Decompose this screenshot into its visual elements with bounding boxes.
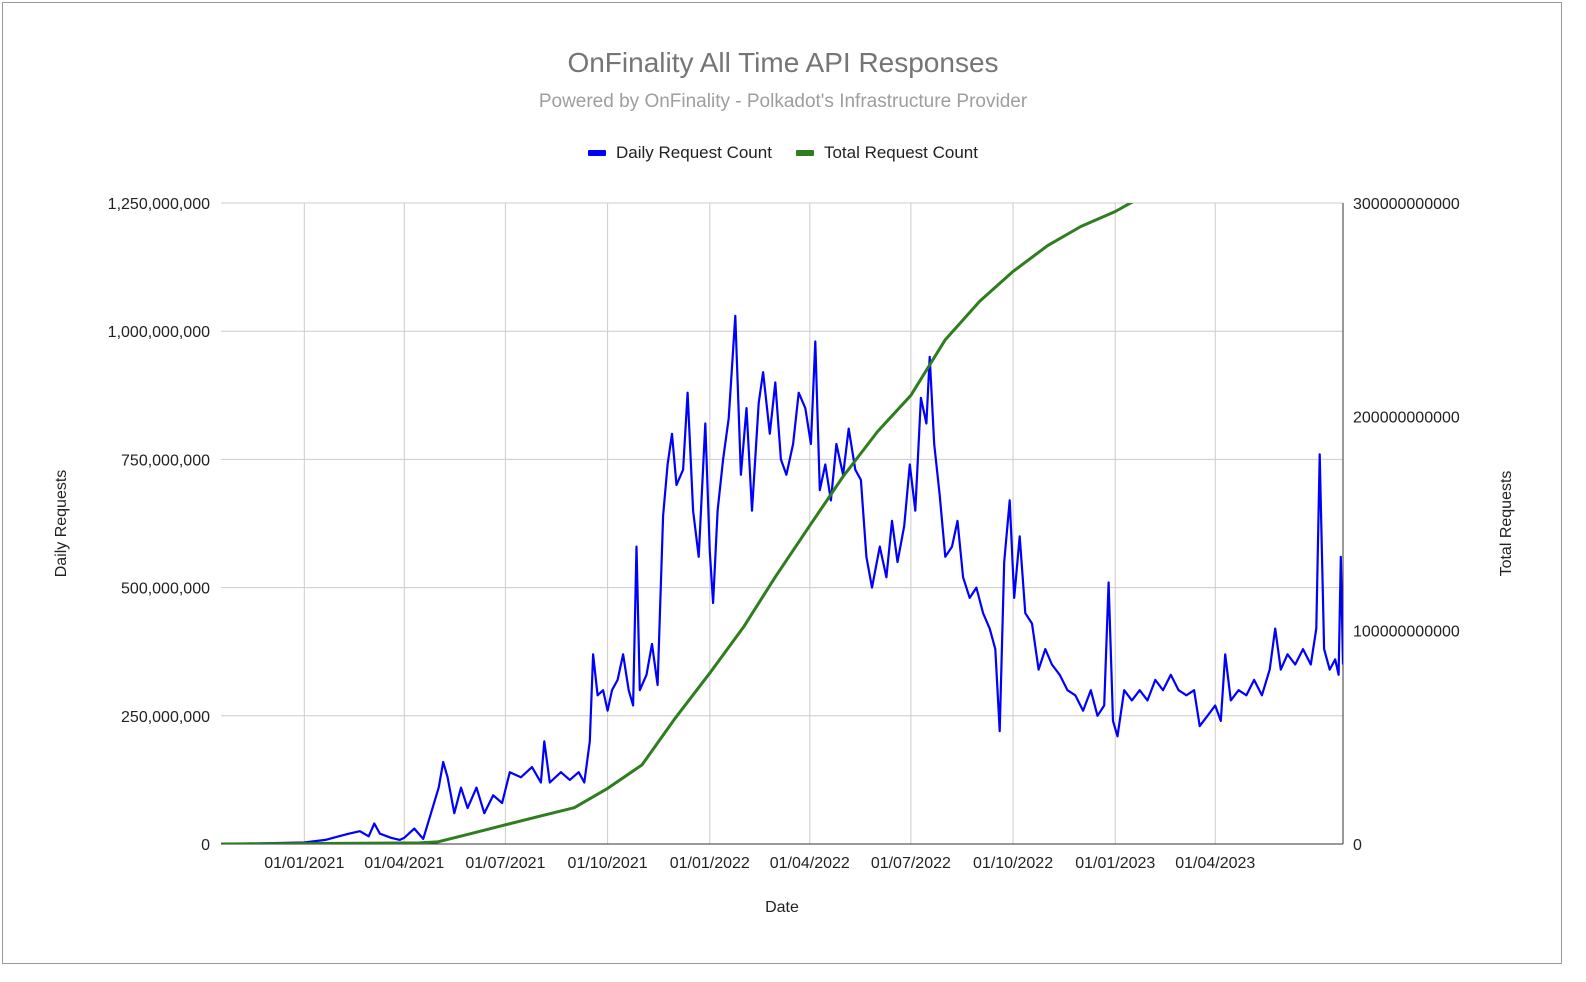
y-right-axis-title: Total Requests (1498, 471, 1515, 577)
chart-title: OnFinality All Time API Responses (567, 47, 999, 78)
x-tick-label: 01/01/2022 (670, 855, 750, 872)
y-left-tick-label: 500,000,000 (121, 581, 210, 598)
x-tick-label: 01/10/2021 (568, 855, 648, 872)
y-left-tick-label: 1,000,000,000 (108, 324, 210, 341)
legend-swatch-total (795, 150, 814, 156)
series-line-total-request-count (221, 203, 1134, 844)
y-right-tick-label: 300000000000 (1353, 196, 1460, 213)
legend-label-daily: Daily Request Count (616, 143, 772, 162)
y-left-tick-label: 250,000,000 (121, 709, 210, 726)
legend-swatch-daily (588, 150, 607, 156)
x-axis-title: Date (765, 899, 799, 916)
x-tick-label: 01/07/2022 (871, 855, 951, 872)
y-right-tick-label: 0 (1353, 837, 1362, 854)
x-tick-label: 01/01/2023 (1075, 855, 1155, 872)
x-tick-label: 01/04/2022 (770, 855, 850, 872)
legend-label-total: Total Request Count (823, 143, 978, 162)
x-tick-label: 01/01/2021 (264, 855, 344, 872)
x-tick-label: 01/10/2022 (973, 855, 1053, 872)
y-left-axis-title: Daily Requests (53, 470, 70, 578)
y-right-tick-label: 100000000000 (1353, 623, 1460, 640)
y-left-tick-label: 1,250,000,000 (108, 196, 210, 213)
legend-item-daily[interactable]: Daily Request Count (588, 143, 772, 163)
x-tick-label: 01/04/2021 (364, 855, 444, 872)
y-left-tick-label: 0 (201, 837, 210, 854)
x-tick-label: 01/04/2023 (1175, 855, 1255, 872)
y-left-tick-label: 750,000,000 (121, 452, 210, 469)
x-tick-label: 01/07/2021 (465, 855, 545, 872)
series-line-daily-request-count (221, 314, 1343, 844)
chart-subtitle: Powered by OnFinality - Polkadot's Infra… (538, 91, 1028, 112)
legend: Daily Request Count Total Request Count (0, 143, 1566, 163)
y-right-tick-label: 200000000000 (1353, 410, 1460, 427)
legend-item-total[interactable]: Total Request Count (795, 143, 978, 163)
chart-frame (2, 2, 1562, 964)
